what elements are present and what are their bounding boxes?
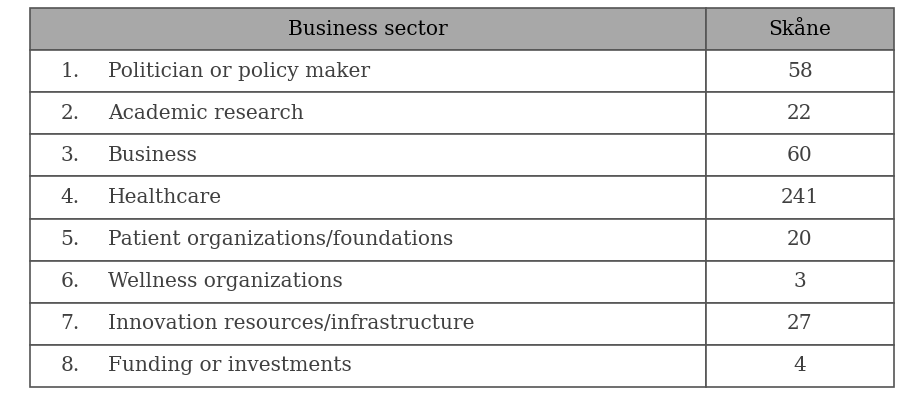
- Text: 1.: 1.: [61, 62, 79, 81]
- Bar: [30, 134, 705, 177]
- Text: 58: 58: [787, 62, 812, 81]
- Text: Business sector: Business sector: [288, 20, 447, 39]
- Bar: [30, 218, 705, 261]
- Text: Skåne: Skåne: [768, 20, 831, 39]
- Bar: [30, 303, 705, 345]
- Bar: [30, 345, 705, 387]
- Text: 60: 60: [787, 146, 812, 165]
- Bar: [705, 8, 893, 50]
- Bar: [705, 134, 893, 177]
- Text: Politician or policy maker: Politician or policy maker: [107, 62, 369, 81]
- Text: 8.: 8.: [61, 356, 79, 375]
- Text: 241: 241: [780, 188, 818, 207]
- Text: 7.: 7.: [61, 314, 79, 333]
- Bar: [705, 177, 893, 218]
- Text: 27: 27: [787, 314, 812, 333]
- Bar: [30, 8, 705, 50]
- Text: Patient organizations/foundations: Patient organizations/foundations: [107, 230, 452, 249]
- Text: Academic research: Academic research: [107, 104, 303, 123]
- Bar: [30, 177, 705, 218]
- Bar: [705, 261, 893, 303]
- Bar: [30, 261, 705, 303]
- Bar: [705, 218, 893, 261]
- Text: 3: 3: [793, 272, 805, 291]
- Bar: [705, 50, 893, 92]
- Text: Funding or investments: Funding or investments: [107, 356, 351, 375]
- Text: Business: Business: [107, 146, 198, 165]
- Text: 2.: 2.: [61, 104, 79, 123]
- Text: 3.: 3.: [61, 146, 79, 165]
- Bar: [30, 92, 705, 134]
- Text: 5.: 5.: [61, 230, 79, 249]
- Text: 6.: 6.: [61, 272, 79, 291]
- Text: 20: 20: [787, 230, 812, 249]
- Text: 22: 22: [787, 104, 812, 123]
- Bar: [705, 92, 893, 134]
- Text: 4: 4: [793, 356, 805, 375]
- Text: Wellness organizations: Wellness organizations: [107, 272, 342, 291]
- Bar: [30, 50, 705, 92]
- Bar: [705, 345, 893, 387]
- Text: 4.: 4.: [61, 188, 79, 207]
- Bar: [705, 303, 893, 345]
- Text: Innovation resources/infrastructure: Innovation resources/infrastructure: [107, 314, 474, 333]
- Text: Healthcare: Healthcare: [107, 188, 221, 207]
